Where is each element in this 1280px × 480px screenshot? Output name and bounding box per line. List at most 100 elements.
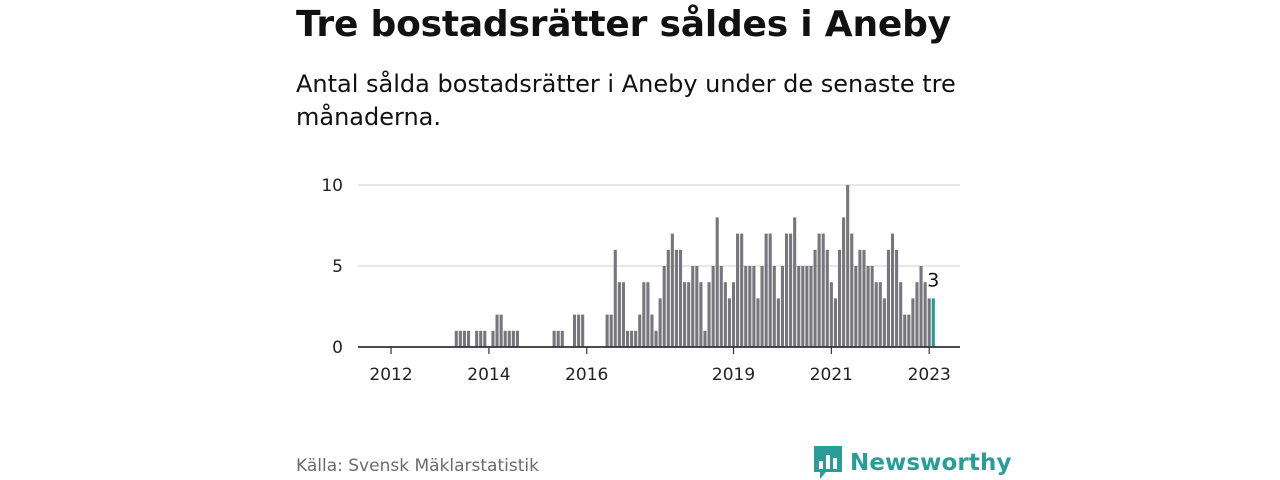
chart-subtitle: Antal sålda bostadsrätter i Aneby under …: [296, 70, 956, 131]
bar: [870, 266, 874, 347]
bar: [919, 266, 923, 347]
bar: [886, 249, 890, 347]
bar: [711, 266, 715, 347]
bar: [479, 330, 483, 347]
bar: [736, 233, 740, 347]
bar: [605, 314, 609, 347]
bar: [890, 233, 895, 347]
bar: [621, 282, 625, 347]
bar: [723, 282, 727, 347]
source-note: Källa: Svensk Mäklarstatistik: [296, 456, 539, 476]
bar: [752, 266, 756, 347]
bar: [923, 282, 927, 347]
x-tick-label: 2014: [467, 365, 510, 385]
bar: [825, 249, 829, 347]
chart-card: Tre bostadsrätter såldes i Aneby Antal s…: [296, 0, 1011, 480]
bar: [666, 249, 670, 347]
bar: [837, 249, 842, 347]
chart-title: Tre bostadsrätter såldes i Aneby: [296, 4, 951, 45]
bar: [727, 298, 731, 347]
bar: [646, 282, 650, 347]
bar: [760, 266, 764, 347]
bar: [780, 266, 784, 347]
bar: [707, 282, 711, 347]
bar: [483, 330, 487, 347]
bar: [654, 330, 658, 347]
bar: [499, 314, 503, 347]
bar: [731, 282, 736, 347]
bar: [842, 217, 846, 347]
bar: [658, 298, 662, 347]
bar-chart: 0 5 10 2012 2014 2016 2019 2021 2023 3: [321, 176, 960, 385]
bar: [817, 233, 821, 347]
y-tick-label: 5: [332, 257, 343, 277]
bar: [695, 266, 699, 347]
bar: [797, 266, 801, 347]
bar: [678, 249, 683, 347]
bar: [511, 330, 515, 347]
bar: [515, 330, 519, 347]
bar: [634, 330, 638, 347]
bar: [625, 330, 630, 347]
bar: [740, 233, 744, 347]
bar: [764, 233, 768, 347]
bar: [491, 330, 495, 347]
bar: [577, 314, 581, 347]
x-tick-label: 2012: [369, 365, 412, 385]
bar: [866, 266, 870, 347]
brand-name: Newsworthy: [850, 450, 1012, 476]
bar: [495, 314, 499, 347]
bar: [507, 330, 511, 347]
bar: [462, 330, 466, 347]
newsworthy-logo-icon: [814, 446, 842, 479]
bar: [895, 249, 899, 347]
bar: [454, 330, 458, 347]
bar: [552, 330, 556, 347]
bar: [858, 249, 862, 347]
bar: [850, 233, 854, 347]
bar: [609, 314, 613, 347]
bar: [776, 298, 780, 347]
bar: [784, 233, 789, 347]
bar: [662, 266, 666, 347]
bar: [748, 266, 752, 347]
bar: [789, 233, 793, 347]
x-tick-label: 2021: [810, 365, 853, 385]
bar: [882, 298, 886, 347]
bar: [503, 330, 507, 347]
bar: [458, 330, 462, 347]
x-tick-label: 2023: [908, 365, 951, 385]
bar: [744, 266, 748, 347]
bar: [703, 330, 707, 347]
bar: [756, 298, 760, 347]
bar: [805, 266, 809, 347]
bar: [670, 233, 674, 347]
y-tick-label: 10: [321, 176, 343, 196]
x-tick-label: 2016: [565, 365, 608, 385]
bar: [809, 266, 813, 347]
bar: [813, 249, 817, 347]
bar: [650, 314, 654, 347]
bar: [911, 298, 915, 347]
bar: [915, 282, 919, 347]
bar: [630, 330, 634, 347]
bar: [687, 282, 691, 347]
bar: [899, 282, 903, 347]
bar: [691, 266, 695, 347]
bar: [674, 249, 678, 347]
bar: [683, 282, 687, 347]
bar: [475, 330, 479, 347]
bar: [878, 282, 882, 347]
bar: [772, 266, 776, 347]
bar: [801, 266, 805, 347]
x-tick-label: 2019: [712, 365, 755, 385]
bar: [793, 217, 797, 347]
bar: [572, 314, 577, 347]
bar: [833, 298, 837, 347]
bar: [874, 282, 878, 347]
bar: [699, 282, 703, 347]
bar: [854, 266, 858, 347]
bar: [821, 233, 825, 347]
bar: [556, 330, 560, 347]
brand-logo: Newsworthy: [814, 446, 1012, 480]
